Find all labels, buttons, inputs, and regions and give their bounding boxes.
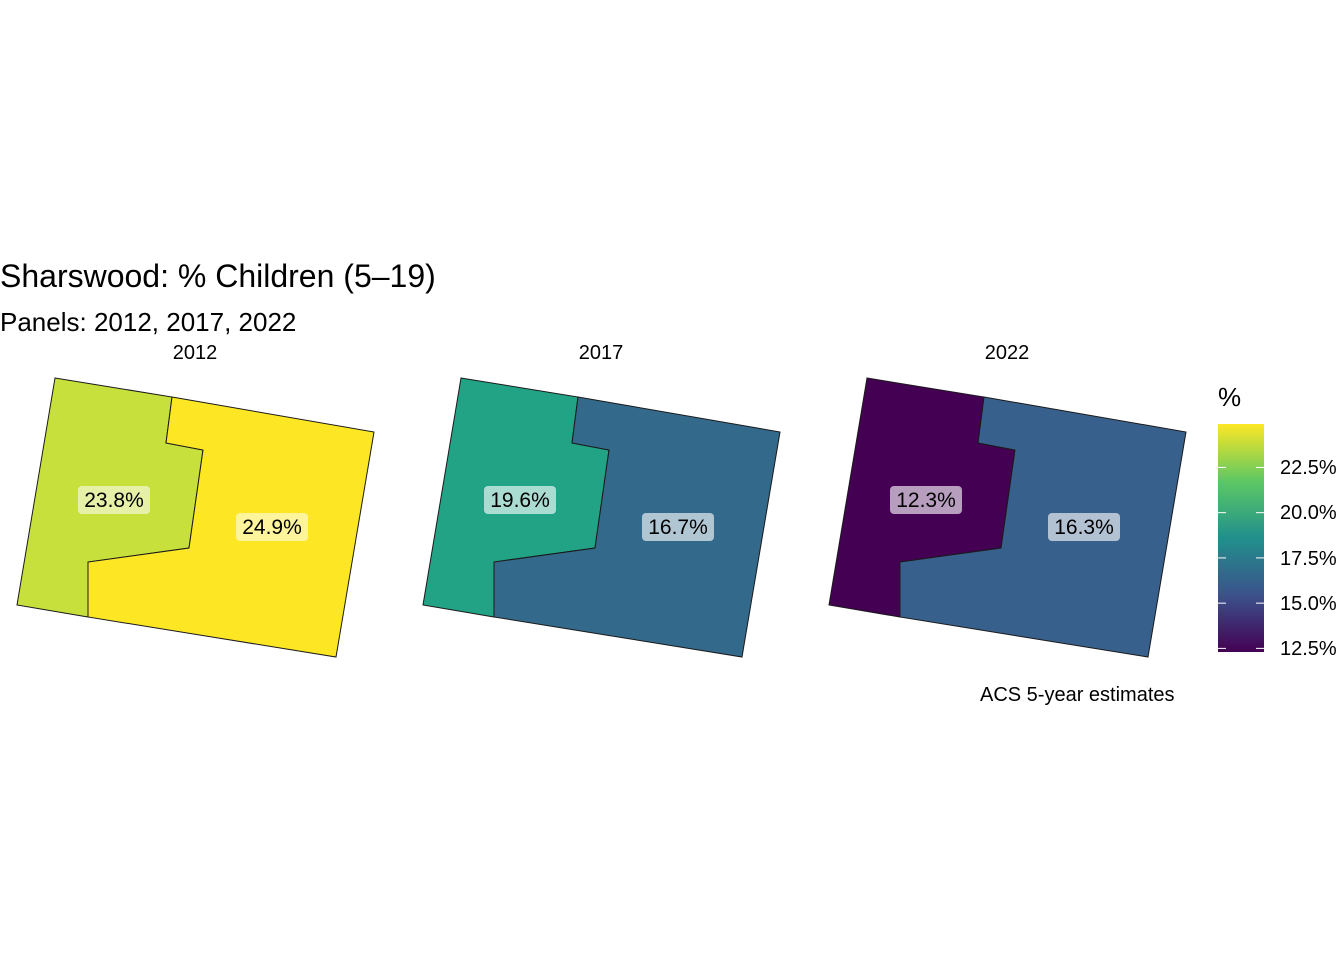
value-label-background (484, 486, 556, 514)
legend-title: % (1218, 382, 1242, 412)
region-east-2017 (493, 396, 781, 658)
value-label-west-2017: 19.6% (490, 489, 550, 512)
value-label-background (236, 513, 308, 541)
legend-tick-label: 17.5% (1280, 548, 1337, 570)
chart-caption: ACS 5-year estimates (980, 684, 1175, 706)
panel-label-2012: 2012 (172, 342, 218, 364)
value-label-west-2022: 12.3% (896, 489, 956, 512)
legend-tick-label: 12.5% (1280, 638, 1337, 660)
map-panel-2022: 12.3% 16.3% (828, 377, 1187, 658)
map-panel-2012: 23.8% 24.9% (16, 377, 375, 658)
value-label-east-2017: 16.7% (648, 516, 708, 539)
panel-label-2017: 2017 (578, 342, 624, 364)
legend-tick-label: 15.0% (1280, 593, 1337, 615)
value-label-east-2022: 16.3% (1054, 516, 1114, 539)
map-panels: 23.8% 24.9% 19.6% 16.7% 12.3% 16.3% (16, 377, 1187, 658)
region-east-2012 (87, 396, 375, 658)
legend-gradient-bar (1218, 424, 1264, 652)
panel-label-2022: 2022 (984, 342, 1030, 364)
value-label-background (78, 486, 150, 514)
value-label-background (1048, 513, 1120, 541)
region-east-2022 (899, 396, 1187, 658)
chart-subtitle: Panels: 2012, 2017, 2022 (0, 307, 297, 337)
chart-title: Sharswood: % Children (5–19) (0, 258, 436, 294)
value-label-background (642, 513, 714, 541)
legend-colorbar (1218, 424, 1264, 652)
value-label-east-2012: 24.9% (242, 516, 302, 539)
legend-tick-label: 22.5% (1280, 457, 1337, 479)
value-label-west-2012: 23.8% (84, 489, 144, 512)
legend-tick-label: 20.0% (1280, 502, 1337, 524)
map-panel-2017: 19.6% 16.7% (422, 377, 781, 658)
value-label-background (890, 486, 962, 514)
